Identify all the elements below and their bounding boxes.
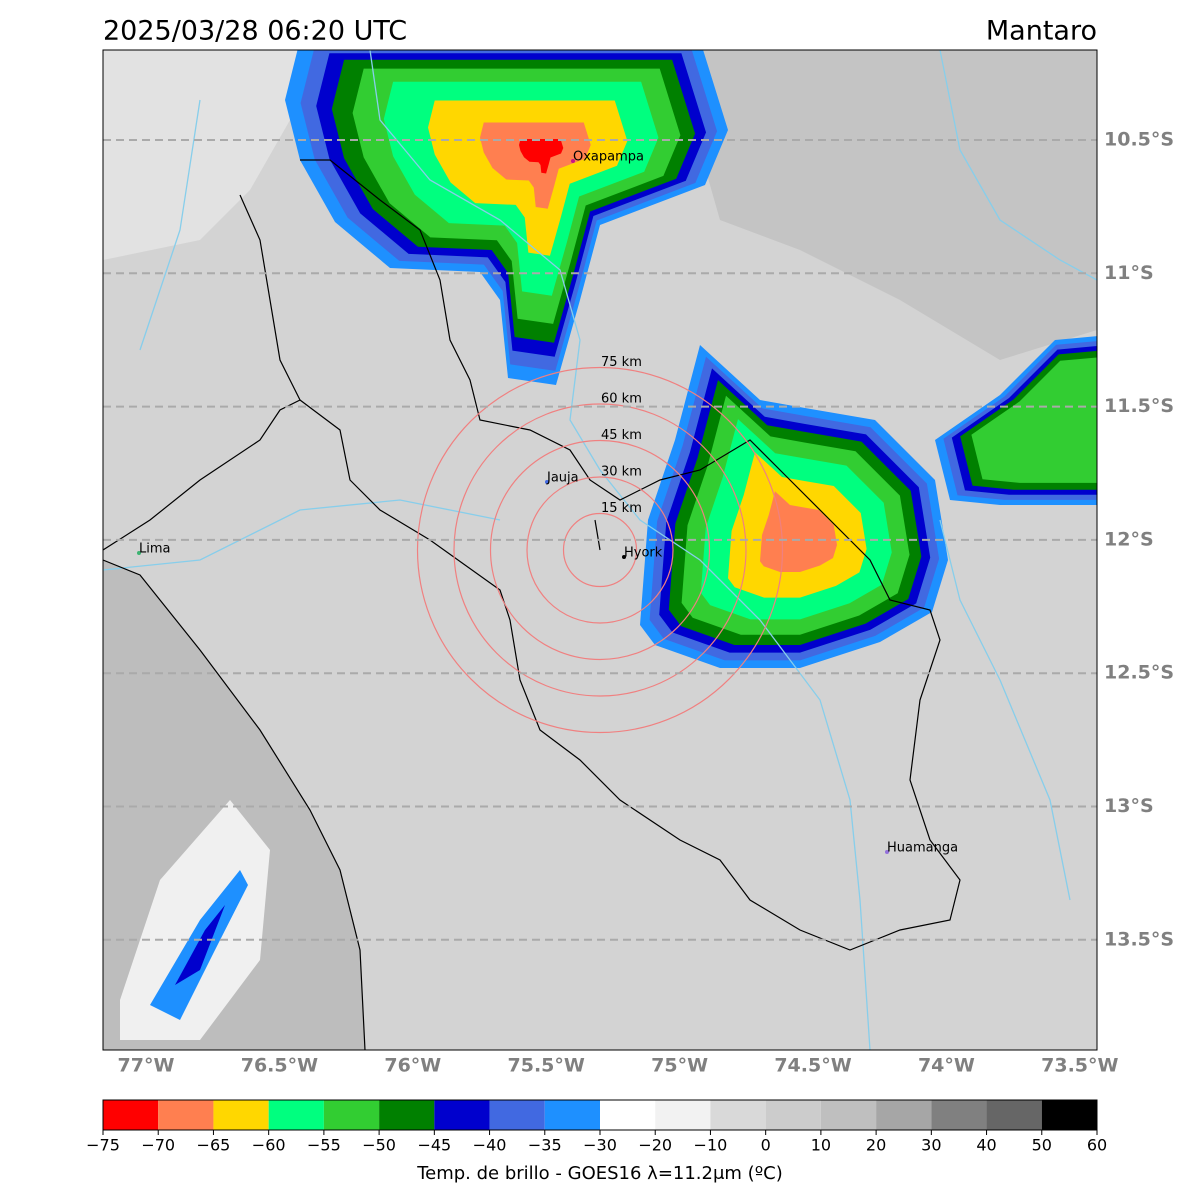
lat-label: 11.5°S [1104,395,1174,417]
colorbar-cell [710,1100,766,1130]
lon-label: 74.5°W [774,1055,851,1077]
colorbar-cell [213,1100,269,1130]
colorbar-cell [820,1100,877,1130]
lat-label: 10.5°S [1104,129,1174,151]
range-ring [453,403,747,697]
cloud-layer [480,122,591,209]
colorbar-cell [434,1100,490,1130]
city-marker [571,159,575,163]
colorbar-cell [876,1100,932,1130]
lon-label: 75.5°W [508,1055,585,1077]
cloud-layer [760,491,837,572]
colorbar-cell [931,1100,987,1130]
colorbar-cell [655,1100,711,1130]
colorbar-label: Temp. de brillo - GOES16 λ=11.2μm (ºC) [416,1163,783,1184]
colorbar-cell [765,1100,821,1130]
range-ring [416,366,784,734]
map-area: 15 km 30 km 45 km 60 km 75 km Oxapampa Jauja Hy… [103,50,1097,1050]
colorbar-cell [1041,1100,1097,1130]
city-marker [137,551,141,555]
city-label: Huamanga [887,841,958,856]
colorbar-tick-label: −30 [583,1136,617,1155]
colorbar-tick-label: −55 [307,1136,341,1155]
lat-label: 11°S [1104,262,1154,284]
ring-label: 75 km [601,355,642,370]
lon-label: 76.5°W [241,1055,318,1077]
colorbar-tick-label: 0 [761,1136,771,1155]
lat-label: 13.5°S [1104,928,1174,950]
colorbar-tick-label: −20 [638,1136,672,1155]
cloud-layer [971,357,1097,483]
ring-label: 45 km [601,428,642,443]
lon-label: 73.5°W [1041,1055,1118,1077]
colorbar-cell [986,1100,1042,1130]
colorbar-cell [158,1100,214,1130]
colorbar-tick-label: 60 [1087,1136,1107,1155]
colorbar-tick-label: −50 [362,1136,396,1155]
colorbar-tick-label: 40 [976,1136,996,1155]
range-ring [562,512,638,588]
colorbar-tick-label: −65 [197,1136,231,1155]
city-marker [622,555,626,559]
colorbar-cell [600,1100,656,1130]
range-ring [526,476,674,624]
colorbar-tick-label: 30 [921,1136,941,1155]
city-marker [545,480,549,484]
ring-label: 30 km [601,465,642,480]
range-ring [489,439,711,661]
city-label: Jauja [546,471,579,486]
ring-label: 15 km [601,501,642,516]
lat-label: 12°S [1104,528,1154,550]
city-label: Lima [139,542,170,557]
colorbar-tick-label: −10 [694,1136,728,1155]
colorbar-cell [103,1100,159,1130]
city-label: Oxapampa [573,150,644,165]
colorbar-tick-label: 20 [866,1136,886,1155]
lat-label: 12.5°S [1104,662,1174,684]
colorbar-tick-label: −60 [252,1136,286,1155]
map-frame [102,49,1098,1051]
lon-label: 75°W [651,1055,708,1077]
lon-label: 74°W [918,1055,975,1077]
colorbar-tick-label: −75 [86,1136,120,1155]
colorbar-cell [544,1100,600,1130]
colorbar-cell [268,1100,324,1130]
colorbar-cell [379,1100,435,1130]
colorbar-tick-label: 50 [1032,1136,1052,1155]
colorbar-tick-label: 10 [811,1136,831,1155]
lon-label: 77°W [118,1055,175,1077]
colorbar-cell [489,1100,545,1130]
city-label: Hyork [624,546,663,561]
ring-label: 60 km [601,392,642,407]
colorbar-tick-label: −40 [473,1136,507,1155]
colorbar-tick-label: −45 [417,1136,451,1155]
title: 2025/03/28 06:20 UTC [103,16,407,47]
region: Mantaro [986,16,1097,47]
colorbar-tick-label: −70 [141,1136,175,1155]
colorbar-cell [323,1100,380,1130]
lat-label: 13°S [1104,795,1154,817]
city-marker [885,850,889,854]
cloud-layer [519,139,564,174]
colorbar-tick-label: −35 [528,1136,562,1155]
lon-label: 76°W [384,1055,441,1077]
